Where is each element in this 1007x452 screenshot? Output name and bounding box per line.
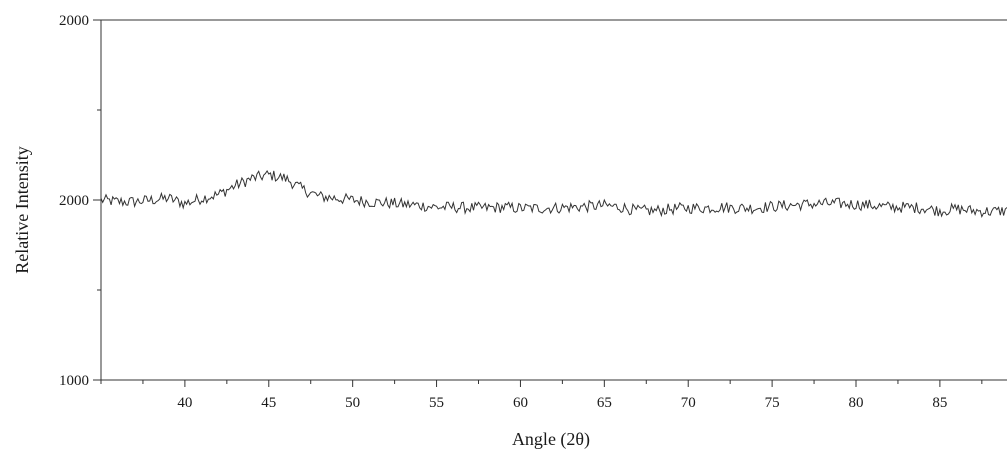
x-tick-label: 80 [849, 395, 864, 411]
y-axis-title: Relative Intensity [12, 146, 32, 273]
x-tick-label: 45 [261, 395, 276, 411]
x-tick-label: 60 [513, 395, 528, 411]
x-tick-label: 70 [681, 395, 696, 411]
x-tick-label: 85 [932, 395, 947, 411]
x-tick-label: 65 [597, 395, 612, 411]
y-axis-ticks: 2000 2000 1000 [59, 13, 101, 389]
x-axis-ticks: 40 45 50 55 60 65 70 75 80 85 [100, 380, 983, 411]
x-tick-label: 50 [345, 395, 360, 411]
x-tick-label: 75 [765, 395, 780, 411]
intensity-line [100, 170, 1007, 218]
y-tick-label: 1000 [59, 373, 89, 389]
x-tick-label: 55 [429, 395, 444, 411]
y-tick-label: 2000 [59, 193, 89, 209]
x-tick-label: 40 [177, 395, 192, 411]
x-axis-title: Angle (2θ) [512, 429, 590, 450]
y-tick-label: 2000 [59, 13, 89, 29]
